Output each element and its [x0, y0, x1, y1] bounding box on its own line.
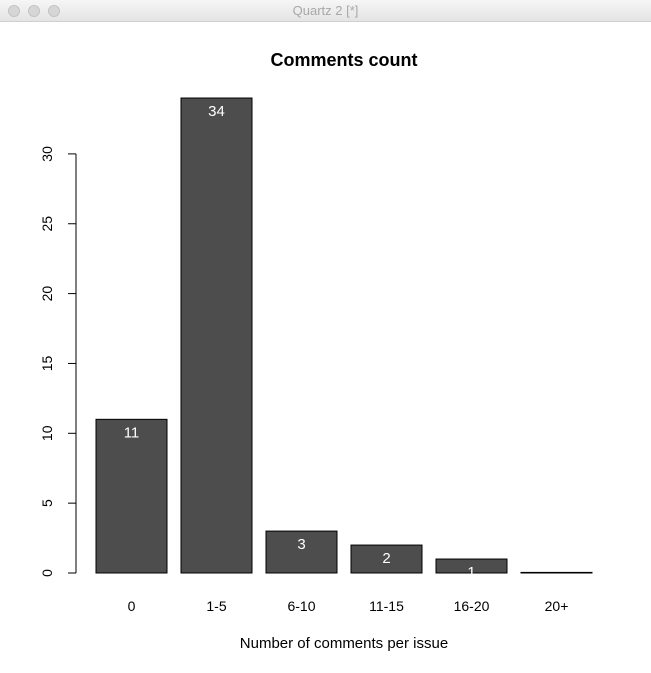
- x-tick-label: 1-5: [206, 598, 226, 614]
- bar: [520, 571, 593, 574]
- bar-value-label: 34: [208, 103, 225, 120]
- bar: [350, 544, 423, 574]
- bar: [180, 97, 253, 574]
- bar: [265, 530, 338, 574]
- y-tick-label: 15: [39, 355, 55, 371]
- x-tick-labels: 0 1-5 6-10 11-15 16-20 20+: [128, 598, 569, 614]
- window-titlebar[interactable]: Quartz 2 [*]: [0, 0, 651, 22]
- y-tick-label: 30: [39, 146, 55, 162]
- bar-value-label: 3: [297, 536, 305, 553]
- minimize-button[interactable]: [28, 5, 40, 17]
- bars: 11 34 3 2 1: [95, 97, 593, 581]
- zoom-button[interactable]: [48, 5, 60, 17]
- x-axis-label: Number of comments per issue: [240, 635, 448, 652]
- x-tick-label: 0: [128, 598, 136, 614]
- bar-value-label: 2: [382, 550, 390, 567]
- y-tick-label: 5: [39, 499, 55, 507]
- x-tick-label: 6-10: [287, 598, 315, 614]
- close-button[interactable]: [8, 5, 20, 17]
- y-tick-label: 0: [39, 569, 55, 577]
- y-tick-label: 10: [39, 425, 55, 441]
- window-title: Quartz 2 [*]: [292, 3, 359, 18]
- bar-chart: Comments count 0 5 10 15 20 25 30 11 34 3 2 1 0 1-5…: [39, 50, 593, 652]
- chart-title: Comments count: [270, 50, 417, 70]
- bar: [95, 418, 168, 574]
- y-tick-label: 20: [39, 286, 55, 302]
- bar: [435, 558, 508, 574]
- bar-value-label: 1: [467, 564, 475, 581]
- x-tick-label: 11-15: [369, 598, 404, 614]
- y-axis: 0 5 10 15 20 25 30: [39, 146, 77, 577]
- x-tick-label: 20+: [545, 598, 569, 614]
- y-tick-label: 25: [39, 216, 55, 232]
- bar-value-label: 11: [124, 424, 140, 441]
- x-tick-label: 16-20: [454, 598, 490, 614]
